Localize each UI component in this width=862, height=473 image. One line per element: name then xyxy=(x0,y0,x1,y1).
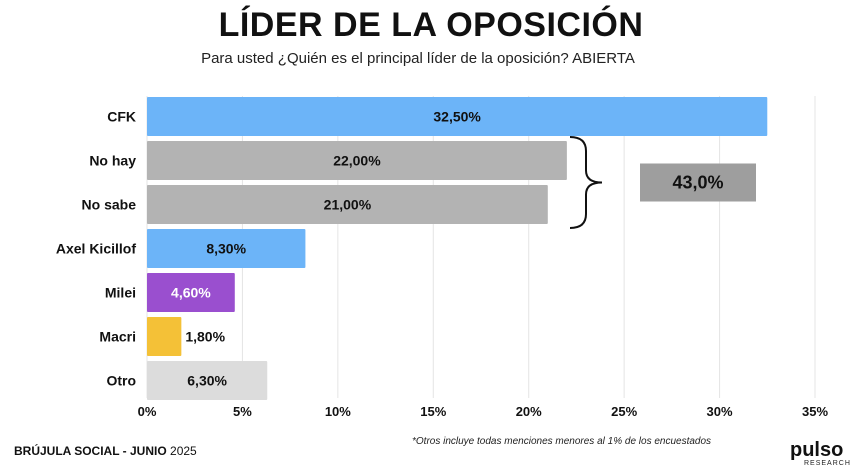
bar xyxy=(147,273,235,312)
value-label: 6,30% xyxy=(187,373,227,389)
category-label: Axel Kicillof xyxy=(56,241,136,257)
x-tick-label: 35% xyxy=(802,404,828,419)
bar xyxy=(147,361,268,400)
logo-subtext: RESEARCH xyxy=(804,460,851,467)
x-tick-label: 0% xyxy=(138,404,157,419)
category-label: Macri xyxy=(99,329,136,345)
source-label: BRÚJULA SOCIAL - JUNIO 2025 xyxy=(14,444,197,458)
bar xyxy=(147,141,567,180)
x-tick-label: 20% xyxy=(516,404,542,419)
category-label: Milei xyxy=(105,285,136,301)
category-label: Otro xyxy=(106,373,136,389)
x-tick-label: 5% xyxy=(233,404,252,419)
value-label: 8,30% xyxy=(206,241,246,257)
category-label: CFK xyxy=(107,109,136,125)
category-label: No hay xyxy=(89,153,136,169)
chart-subtitle: Para usted ¿Quién es el principal líder … xyxy=(201,50,635,67)
x-tick-label: 25% xyxy=(611,404,637,419)
x-tick-label: 30% xyxy=(707,404,733,419)
footnote: *Otros incluye todas menciones menores a… xyxy=(412,436,712,447)
bar xyxy=(147,185,548,224)
value-label: 1,80% xyxy=(185,329,225,345)
value-label: 32,50% xyxy=(433,109,481,125)
category-label: No sabe xyxy=(82,197,137,213)
annotation-value: 43,0% xyxy=(672,173,723,193)
value-label: 21,00% xyxy=(324,197,372,213)
bar xyxy=(147,229,306,268)
value-label: 4,60% xyxy=(171,285,211,301)
pulso-logo: pulso RESEARCH xyxy=(790,440,856,470)
source-year: 2025 xyxy=(170,444,197,458)
bar xyxy=(147,97,768,136)
bar xyxy=(147,317,182,356)
annotation-box xyxy=(640,163,756,202)
source-name: BRÚJULA SOCIAL - JUNIO xyxy=(14,444,167,458)
group-brace xyxy=(569,136,603,229)
x-tick-label: 10% xyxy=(325,404,351,419)
x-tick-label: 15% xyxy=(420,404,446,419)
chart-title: LÍDER DE LA OPOSICIÓN xyxy=(218,6,644,44)
logo-word: pulso xyxy=(790,439,844,461)
value-label: 22,00% xyxy=(333,153,381,169)
